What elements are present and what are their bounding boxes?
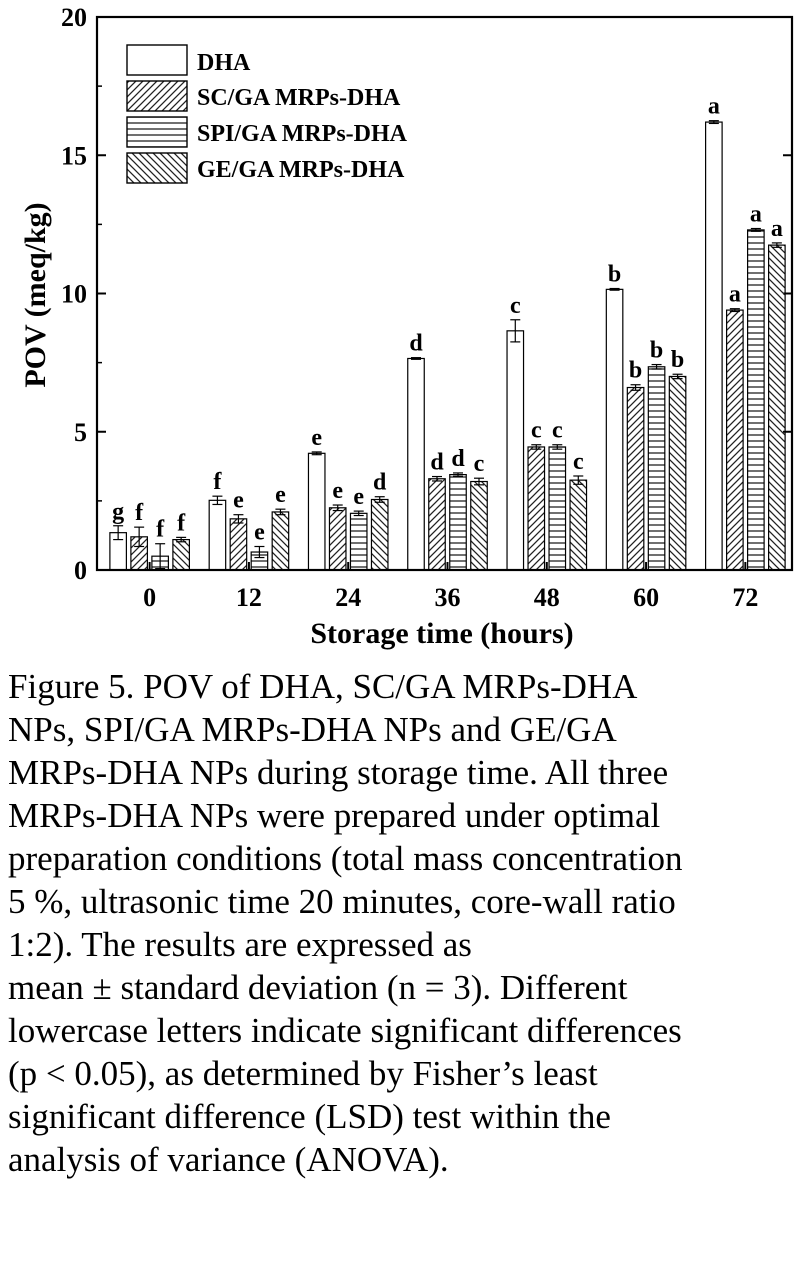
significance-letter: g xyxy=(112,499,124,525)
y-tick-label: 0 xyxy=(74,556,87,585)
caption-line: MRPs-DHA NPs were prepared under optimal xyxy=(8,796,661,835)
bar xyxy=(470,480,488,571)
y-axis-label: POV (meq/kg) xyxy=(19,202,52,387)
significance-letter: c xyxy=(552,418,563,444)
caption-line: analysis of variance (ANOVA). xyxy=(8,1140,449,1179)
bar xyxy=(768,244,786,571)
significance-letter: f xyxy=(177,510,186,536)
legend-item: SPI/GA MRPs-DHA xyxy=(126,116,408,148)
bar xyxy=(726,309,744,571)
significance-letter: f xyxy=(156,517,165,543)
significance-letter: c xyxy=(573,449,584,475)
x-tick-label: 72 xyxy=(732,583,758,612)
legend-swatch-spi-ga xyxy=(126,116,188,148)
bar xyxy=(605,288,624,571)
bar xyxy=(349,512,368,571)
significance-letter: d xyxy=(451,446,465,472)
caption-line: MRPs-DHA NPs during storage time. All th… xyxy=(8,753,669,792)
significance-letter: b xyxy=(671,347,684,373)
bar xyxy=(208,499,227,571)
caption-line: Figure 5. POV of DHA, SC/GA MRPs-DHA xyxy=(8,667,638,706)
legend: DHA SC/GA MRPs-DHA SPI/GA MRPs-DHA GE/GA… xyxy=(126,44,408,184)
bar xyxy=(527,446,546,571)
significance-letter: f xyxy=(135,500,144,526)
significance-letter: c xyxy=(510,293,521,319)
y-tick-label: 15 xyxy=(61,141,87,170)
significance-letter: e xyxy=(254,519,265,545)
legend-item: DHA xyxy=(126,44,251,76)
bar xyxy=(548,446,567,571)
significance-letter: a xyxy=(750,202,762,228)
significance-letter: c xyxy=(474,451,485,477)
bar xyxy=(172,538,190,571)
figure-caption: Figure 5. POV of DHA, SC/GA MRPs-DHA NPs… xyxy=(8,665,808,1181)
legend-label-sc-ga: SC/GA MRPs-DHA xyxy=(197,85,401,111)
caption-line: significant difference (LSD) test within… xyxy=(8,1097,611,1136)
x-axis-label: Storage time (hours) xyxy=(310,617,573,650)
significance-letter: a xyxy=(771,216,783,242)
legend-item: SC/GA MRPs-DHA xyxy=(126,80,401,112)
bar xyxy=(647,366,666,571)
significance-letter: d xyxy=(373,470,387,496)
bar xyxy=(668,375,687,571)
bar xyxy=(506,330,525,571)
significance-letter: b xyxy=(650,338,663,364)
caption-line: 1:2). The results are expressed as xyxy=(8,925,472,964)
legend-swatch-ge-ga xyxy=(126,152,188,184)
legend-label-dha: DHA xyxy=(197,50,251,76)
bar xyxy=(428,478,446,571)
bar xyxy=(328,507,347,571)
plot-frame xyxy=(95,15,794,572)
significance-letter: d xyxy=(409,331,423,357)
y-tick-label: 5 xyxy=(74,418,87,447)
significance-letter: a xyxy=(729,282,741,308)
legend-swatch-sc-ga xyxy=(126,80,188,112)
caption-line: lowercase letters indicate significant d… xyxy=(8,1011,682,1050)
legend-label-spi-ga: SPI/GA MRPs-DHA xyxy=(197,121,408,147)
legend-swatch-dha xyxy=(126,44,188,76)
caption-line: NPs, SPI/GA MRPs-DHA NPs and GE/GA xyxy=(8,710,617,749)
x-tick-label: 48 xyxy=(534,583,560,612)
significance-letter: b xyxy=(629,358,642,384)
bar xyxy=(307,452,326,571)
bar xyxy=(569,479,588,571)
caption-line: mean ± standard deviation (n = 3). Diffe… xyxy=(8,968,628,1007)
significance-letter: e xyxy=(311,425,322,451)
legend-label-ge-ga: GE/GA MRPs-DHA xyxy=(197,157,405,183)
caption-line: preparation conditions (total mass conce… xyxy=(8,839,683,878)
significance-letter: e xyxy=(275,482,286,508)
bar xyxy=(407,357,425,571)
significance-letter: a xyxy=(708,94,720,120)
significance-letter: b xyxy=(608,262,621,288)
x-tick-label: 12 xyxy=(236,583,262,612)
bar xyxy=(229,518,248,571)
bar xyxy=(747,229,765,571)
y-tick-label: 10 xyxy=(61,280,87,309)
legend-item: GE/GA MRPs-DHA xyxy=(126,152,405,184)
x-tick-label: 60 xyxy=(633,583,659,612)
significance-letter: e xyxy=(353,484,364,510)
x-tick-label: 0 xyxy=(143,583,156,612)
significance-letter: d xyxy=(430,450,444,476)
significance-letter: e xyxy=(332,478,343,504)
significance-letter: f xyxy=(213,469,222,495)
bar xyxy=(271,511,290,571)
bar xyxy=(449,474,467,571)
y-tick-label: 20 xyxy=(61,3,87,32)
caption-line: 5 %, ultrasonic time 20 minutes, core-wa… xyxy=(8,882,676,921)
bar xyxy=(626,386,645,571)
x-tick-label: 24 xyxy=(335,583,361,612)
significance-letter: c xyxy=(531,418,542,444)
x-tick-label: 36 xyxy=(435,583,461,612)
significance-letter: e xyxy=(233,488,244,514)
caption-line: (p < 0.05), as determined by Fisher’s le… xyxy=(8,1054,598,1093)
bar xyxy=(370,498,389,571)
bar xyxy=(705,121,723,571)
